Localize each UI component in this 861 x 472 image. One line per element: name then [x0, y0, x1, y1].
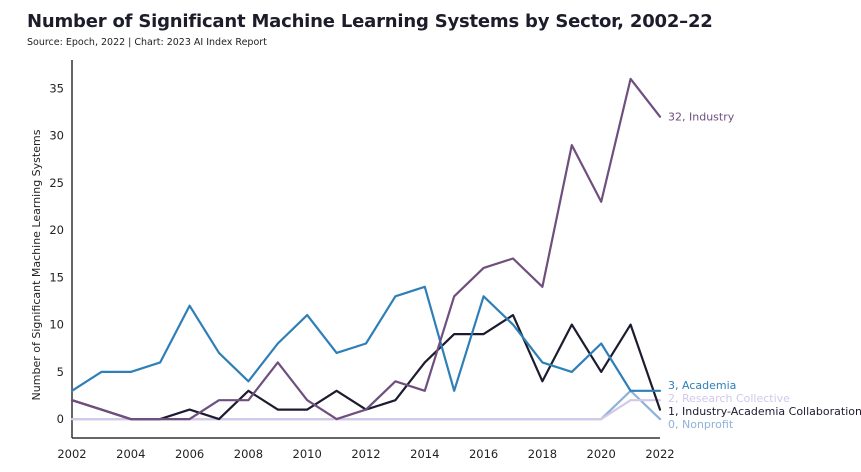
x-tick-label: 2012: [351, 447, 380, 461]
x-tick-label: 2020: [587, 447, 616, 461]
y-tick-label: 30: [49, 129, 64, 143]
x-tick-label: 2006: [175, 447, 204, 461]
end-label-industry-academia-collaboration: 1, Industry-Academia Collaboration: [668, 405, 861, 418]
end-label-research-collective: 2, Research Collective: [668, 392, 790, 405]
end-label-nonprofit: 0, Nonprofit: [668, 418, 734, 431]
series-line-industry-academia-collaboration: [70, 314, 662, 421]
y-tick-label: 5: [57, 365, 64, 379]
axes: 0 5 10 15 20 25 30 35 2002 2004 2006 2008 2010 2012 20…: [30, 60, 675, 461]
x-tick-label: 2002: [57, 447, 86, 461]
x-tick-label: 2008: [234, 447, 263, 461]
y-tick-label: 20: [49, 223, 64, 237]
y-axis-label: Number of Significant Machine Learning S…: [30, 129, 43, 400]
series-line-industry: [70, 77, 662, 421]
y-tick-label: 35: [49, 81, 64, 95]
y-tick-label: 0: [57, 412, 64, 426]
x-tick-label: 2004: [116, 447, 145, 461]
x-tick-label: 2010: [293, 447, 322, 461]
series-line-academia: [70, 285, 662, 392]
end-label-industry: 32, Industry: [668, 111, 735, 124]
end-label-academia: 3, Academia: [668, 379, 736, 392]
series-line-nonprofit: [70, 389, 662, 421]
y-tick-label: 15: [49, 270, 64, 284]
y-tick-label: 25: [49, 176, 64, 190]
x-tick-label: 2016: [469, 447, 498, 461]
chart-title: Number of Significant Machine Learning S…: [27, 11, 713, 32]
x-tick-label: 2014: [410, 447, 439, 461]
x-tick-label: 2022: [645, 447, 674, 461]
chart-subtitle: Source: Epoch, 2022 | Chart: 2023 AI Ind…: [27, 37, 267, 48]
y-tick-label: 10: [49, 318, 64, 332]
x-tick-label: 2018: [528, 447, 557, 461]
series-lines: [70, 77, 662, 421]
